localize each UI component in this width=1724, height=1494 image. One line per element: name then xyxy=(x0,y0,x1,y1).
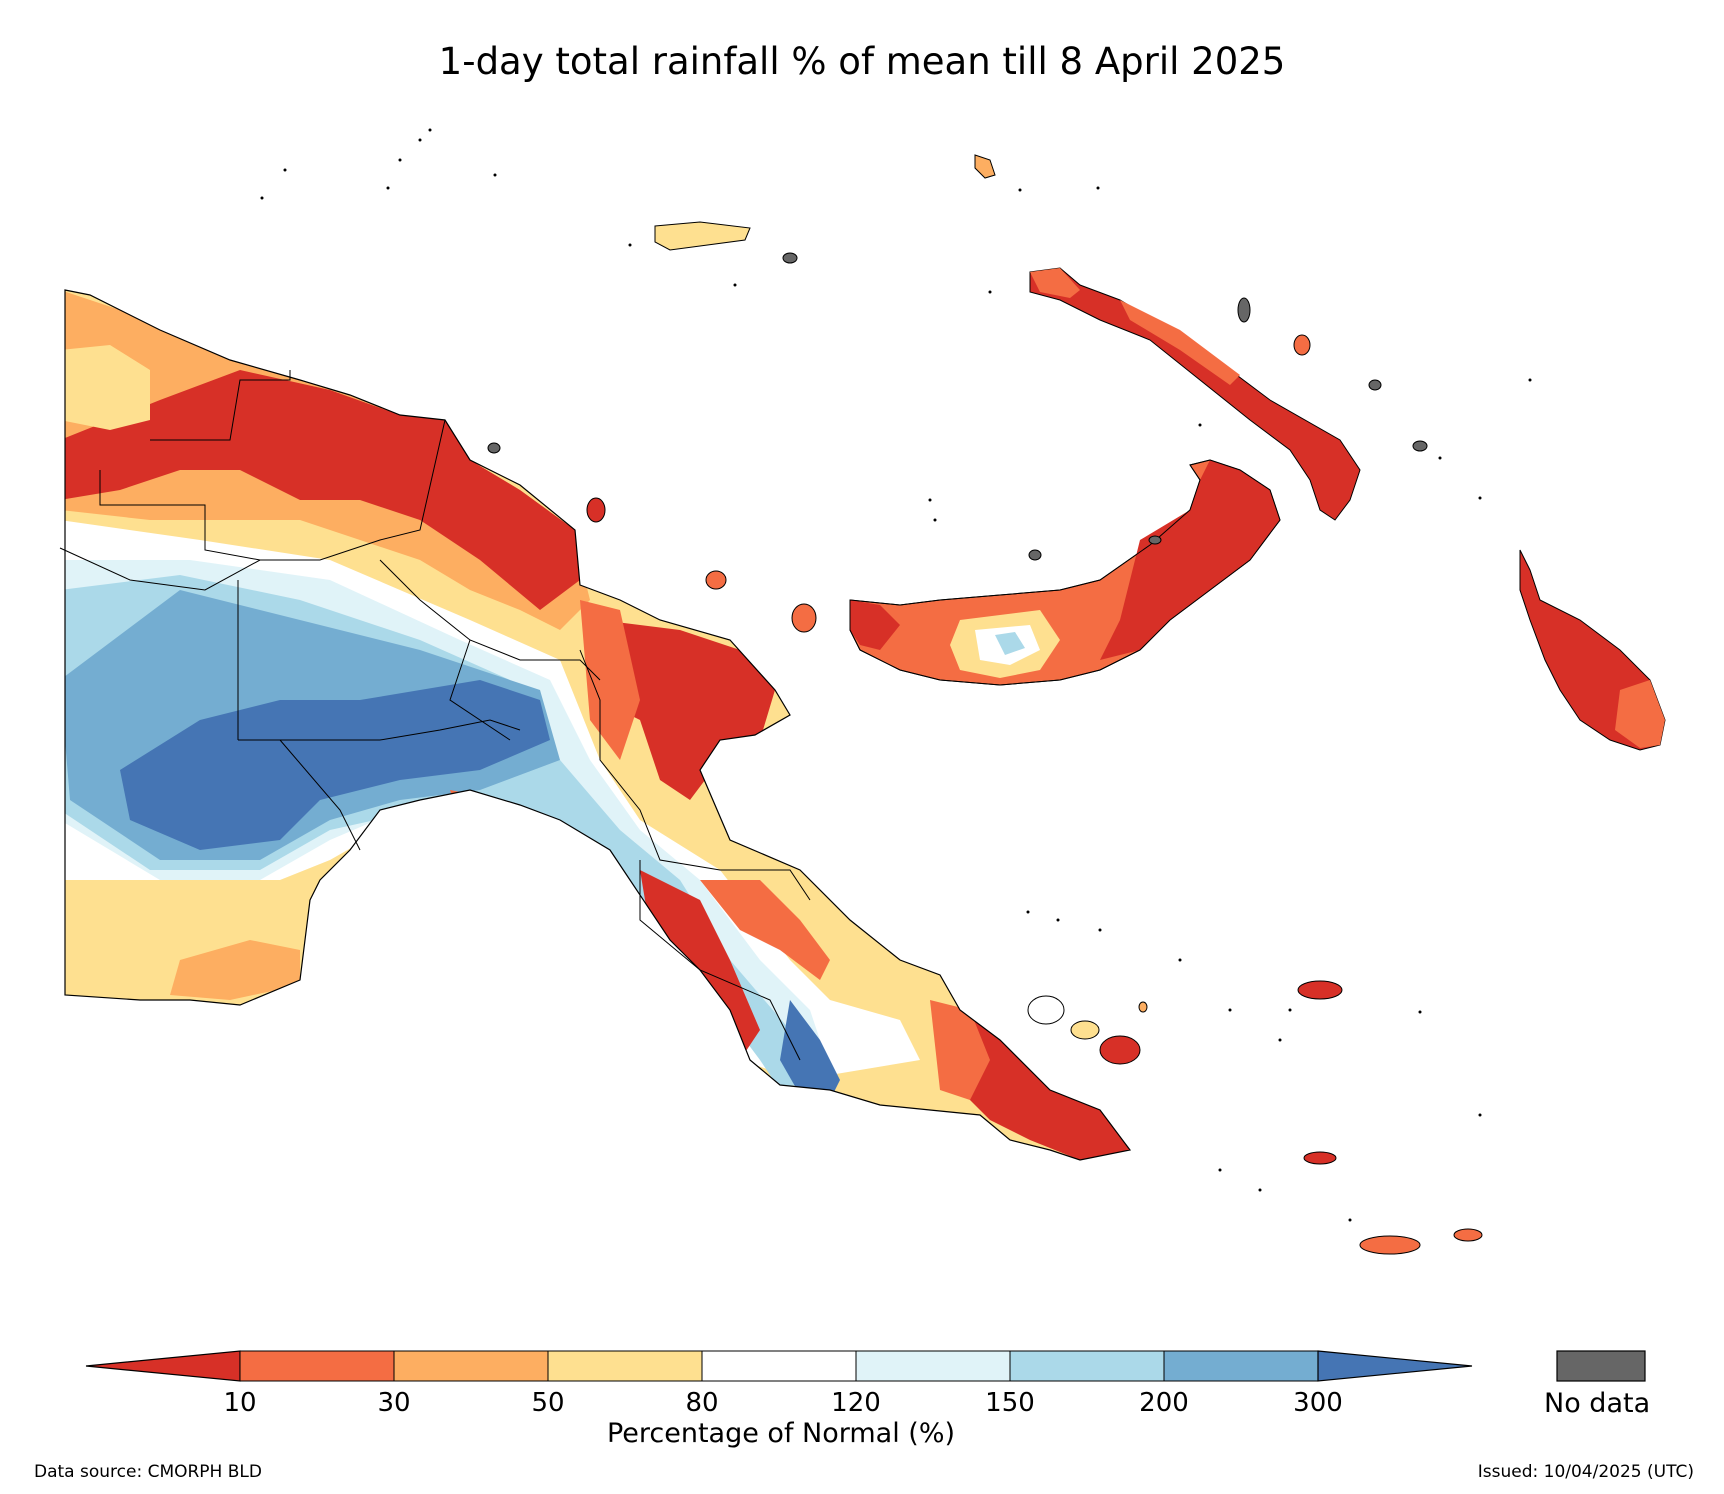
colorbar-tick-150: 150 xyxy=(985,1388,1035,1418)
no-data-swatch xyxy=(1556,1350,1646,1382)
contour-northwest-yellow xyxy=(65,345,150,430)
island-woodlark xyxy=(1303,1151,1337,1165)
colorbar-segment-30-50 xyxy=(393,1350,549,1382)
contour-tail-orange xyxy=(930,1000,990,1100)
small-islets xyxy=(260,128,1532,1222)
colorbar-tick-50: 50 xyxy=(531,1388,565,1418)
colorbar-tick-200: 200 xyxy=(1139,1388,1189,1418)
island-trobriand xyxy=(1297,980,1343,1000)
colorbar-extend-low xyxy=(85,1350,241,1382)
no-data-label: No data xyxy=(1544,1388,1651,1419)
island-bougainville-orange xyxy=(1615,680,1665,748)
colorbar-segment-120-150 xyxy=(855,1350,1011,1382)
island-karkar xyxy=(586,497,606,523)
island-lolobau xyxy=(1148,535,1162,545)
map-title: 1-day total rainfall % of mean till 8 Ap… xyxy=(438,40,1286,83)
contour-deepblue-core-south xyxy=(780,1000,840,1100)
colorbar-tick-10: 10 xyxy=(223,1388,257,1418)
province-boundaries xyxy=(59,370,811,1061)
contour-deepblue-core-west xyxy=(120,680,550,850)
island-manus-east xyxy=(782,252,798,264)
contour-east-orange xyxy=(580,600,640,760)
colorbar-tick-120: 120 xyxy=(831,1388,881,1418)
colorbar xyxy=(85,1350,1646,1382)
island-rossel xyxy=(1453,1228,1483,1242)
colorbar-tick-80: 80 xyxy=(685,1388,719,1418)
colorbar-segment-80-120 xyxy=(701,1350,857,1382)
colorbar-segment-150-200 xyxy=(1009,1350,1165,1382)
colorbar-tick-300: 300 xyxy=(1293,1388,1343,1418)
island-duke-of-york xyxy=(1138,1001,1148,1013)
island-new-britain-west-red xyxy=(850,600,900,650)
island-north-coast xyxy=(487,442,501,454)
colorbar-extend-high xyxy=(1317,1350,1473,1382)
island-new-ireland xyxy=(1029,267,1361,521)
island-tabar xyxy=(1237,297,1251,323)
colorbar-tick-30: 30 xyxy=(377,1388,411,1418)
island-kiriwina-west xyxy=(1027,995,1065,1025)
island-new-britain-blue xyxy=(995,632,1025,655)
island-nissan xyxy=(1412,440,1428,452)
island-manus xyxy=(654,221,751,251)
colorbar-segment-200-300 xyxy=(1163,1350,1319,1382)
island-umboi xyxy=(791,603,817,633)
colorbar-segment-50-80 xyxy=(547,1350,703,1382)
island-new-ireland-north-orange xyxy=(1120,300,1240,385)
island-mussau xyxy=(974,154,996,179)
island-sudest xyxy=(1359,1235,1421,1255)
island-witu xyxy=(1028,549,1042,561)
mainland xyxy=(64,289,1132,1161)
colorbar-label: Percentage of Normal (%) xyxy=(606,1418,956,1449)
contour-east-red xyxy=(600,620,775,800)
island-lihir xyxy=(1293,334,1311,356)
colorbar-segment-10-30 xyxy=(239,1350,395,1382)
contour-north-red xyxy=(65,370,580,610)
island-new-britain-east-red xyxy=(1100,460,1280,660)
island-dentrecasteaux xyxy=(1099,1035,1141,1065)
island-goodenough xyxy=(1070,1020,1100,1040)
island-feni xyxy=(1368,379,1382,391)
island-new-ireland-orange xyxy=(1030,268,1080,298)
island-long xyxy=(705,570,727,590)
contour-papuan-orange xyxy=(700,880,830,980)
issued-date: Issued: 10/04/2025 (UTC) xyxy=(1477,1462,1694,1482)
contour-southwest-orange xyxy=(170,940,300,1000)
data-source: Data source: CMORPH BLD xyxy=(34,1462,262,1482)
